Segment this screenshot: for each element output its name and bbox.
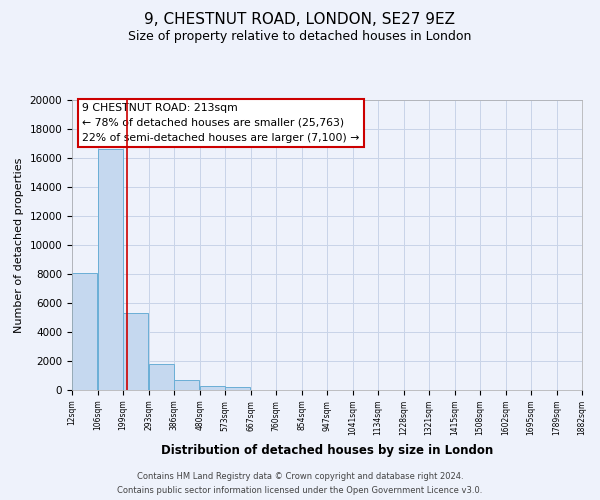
Text: 9 CHESTNUT ROAD: 213sqm
← 78% of detached houses are smaller (25,763)
22% of sem: 9 CHESTNUT ROAD: 213sqm ← 78% of detache… — [82, 103, 359, 142]
Bar — [72, 272, 97, 390]
Text: Size of property relative to detached houses in London: Size of property relative to detached ho… — [128, 30, 472, 43]
Bar — [123, 313, 148, 390]
Y-axis label: Number of detached properties: Number of detached properties — [14, 158, 24, 332]
Bar — [174, 380, 199, 390]
Text: Contains HM Land Registry data © Crown copyright and database right 2024.: Contains HM Land Registry data © Crown c… — [137, 472, 463, 481]
Bar — [149, 364, 174, 390]
Bar — [200, 386, 225, 390]
Text: Contains public sector information licensed under the Open Government Licence v3: Contains public sector information licen… — [118, 486, 482, 495]
Bar — [225, 387, 250, 390]
Bar — [98, 150, 123, 390]
X-axis label: Distribution of detached houses by size in London: Distribution of detached houses by size … — [161, 444, 493, 456]
Text: 9, CHESTNUT ROAD, LONDON, SE27 9EZ: 9, CHESTNUT ROAD, LONDON, SE27 9EZ — [145, 12, 455, 28]
